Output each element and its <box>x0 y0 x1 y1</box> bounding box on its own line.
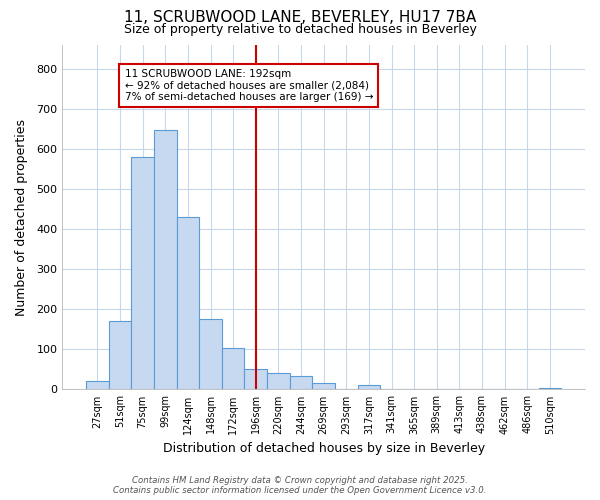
Text: Size of property relative to detached houses in Beverley: Size of property relative to detached ho… <box>124 22 476 36</box>
Bar <box>176 217 199 390</box>
Y-axis label: Number of detached properties: Number of detached properties <box>15 118 28 316</box>
Bar <box>222 348 244 390</box>
Bar <box>267 374 290 390</box>
Bar <box>539 388 561 390</box>
Text: 11 SCRUBWOOD LANE: 192sqm
← 92% of detached houses are smaller (2,084)
7% of sem: 11 SCRUBWOOD LANE: 192sqm ← 92% of detac… <box>125 69 373 102</box>
X-axis label: Distribution of detached houses by size in Beverley: Distribution of detached houses by size … <box>163 442 485 455</box>
Bar <box>131 157 154 390</box>
Bar <box>290 376 313 390</box>
Bar <box>109 322 131 390</box>
Text: 11, SCRUBWOOD LANE, BEVERLEY, HU17 7BA: 11, SCRUBWOOD LANE, BEVERLEY, HU17 7BA <box>124 10 476 25</box>
Bar <box>313 384 335 390</box>
Bar <box>358 384 380 390</box>
Bar <box>154 130 176 390</box>
Bar <box>86 382 109 390</box>
Bar <box>199 320 222 390</box>
Bar <box>244 368 267 390</box>
Text: Contains HM Land Registry data © Crown copyright and database right 2025.
Contai: Contains HM Land Registry data © Crown c… <box>113 476 487 495</box>
